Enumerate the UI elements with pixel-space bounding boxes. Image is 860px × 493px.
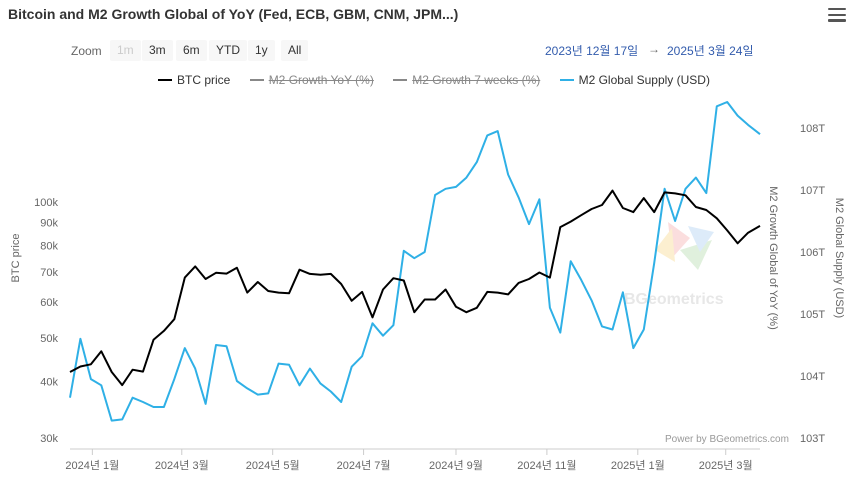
zoom-1m-button[interactable]: 1m [110,40,141,61]
y-left-tick-label: 40k [40,377,58,389]
series-line-m2-global-supply[interactable] [69,101,761,422]
y-left-tick-label: 70k [40,267,58,279]
legend-line-icon [559,79,574,81]
y-axis-left: 30k 40k 50k 60k 70k 80k 90k 100k [34,197,58,445]
y-left-tick-label: 50k [40,333,58,345]
legend-label: M2 Global Supply (USD) [578,73,710,87]
chart-title: Bitcoin and M2 Growth Global of YoY (Fed… [8,6,459,22]
y-left-axis-title: BTC price [10,234,22,283]
legend-line-icon [393,79,408,81]
series-group [69,101,761,422]
legend-item-m2-growth-yoy[interactable]: M2 Growth YoY (%) [249,73,374,87]
legend-line-icon [158,79,172,81]
legend-item-btc-price[interactable]: BTC price [158,73,230,87]
legend-item-m2-growth-7-weeks[interactable]: M2 Growth 7 weeks (%) [393,73,540,87]
menu-icon[interactable] [828,8,846,22]
x-tick-label: 2024년 1월 [65,459,119,472]
x-tick-label: 2024년 7월 [337,459,391,472]
x-tick-label: 2024년 5월 [246,459,300,472]
y-right-tick-label: 105T [800,309,825,321]
legend-line-icon [249,79,264,81]
legend-label: M2 Growth 7 weeks (%) [412,73,541,87]
watermark-text: BGeometrics [624,291,724,308]
y-left-tick-label: 80k [40,241,58,253]
x-tick-label: 2024년 11월 [517,459,576,472]
x-tick-label: 2025년 3월 [699,459,753,472]
y-right-tick-label: 108T [800,123,825,135]
series-line-btc-price[interactable] [69,189,761,387]
y-mid-axis-title: M2 Growth Global of YoY (%) [767,186,779,329]
range-from-input[interactable]: 2023년 12월 17일 [545,44,639,58]
zoom-ytd-button[interactable]: YTD [209,40,247,61]
y-right-axis-title: M2 Global Supply (USD) [833,198,845,318]
legend: BTC price M2 Growth YoY (%) M2 Growth 7 … [158,70,726,87]
x-tick-label: 2024년 3월 [155,459,209,472]
zoom-3m-button[interactable]: 3m [142,40,173,61]
y-left-tick-label: 60k [40,297,58,309]
y-right-tick-label: 106T [800,247,825,259]
bgeometrics-watermark: BGeometrics [624,222,724,308]
range-separator: → [648,42,660,56]
legend-item-m2-global-supply[interactable]: M2 Global Supply (USD) [559,73,710,87]
x-tick-label: 2024년 9월 [429,459,483,472]
y-right-tick-label: 107T [800,185,825,197]
zoom-all-button[interactable]: All [281,40,309,61]
zoom-1y-button[interactable]: 1y [248,40,275,61]
zoom-label: Zoom [71,44,102,58]
zoom-6m-button[interactable]: 6m [176,40,207,61]
legend-label: BTC price [177,73,231,87]
y-right-tick-label: 103T [800,433,825,445]
x-axis: 2024년 1월 2024년 3월 2024년 5월 2024년 7월 2024년 9월… [65,448,760,472]
legend-label: M2 Growth YoY (%) [268,73,374,87]
y-axis-right: 103T 104T 105T 106T 107T 108T [800,123,825,445]
y-right-tick-label: 104T [800,371,825,383]
y-left-tick-label: 30k [40,433,58,445]
credit-text: Power by BGeometrics.com [665,434,789,445]
range-to-input[interactable]: 2025년 3월 24일 [667,44,754,58]
y-left-tick-label: 90k [40,218,58,230]
y-left-tick-label: 100k [34,197,58,209]
x-tick-label: 2025년 1월 [611,459,665,472]
